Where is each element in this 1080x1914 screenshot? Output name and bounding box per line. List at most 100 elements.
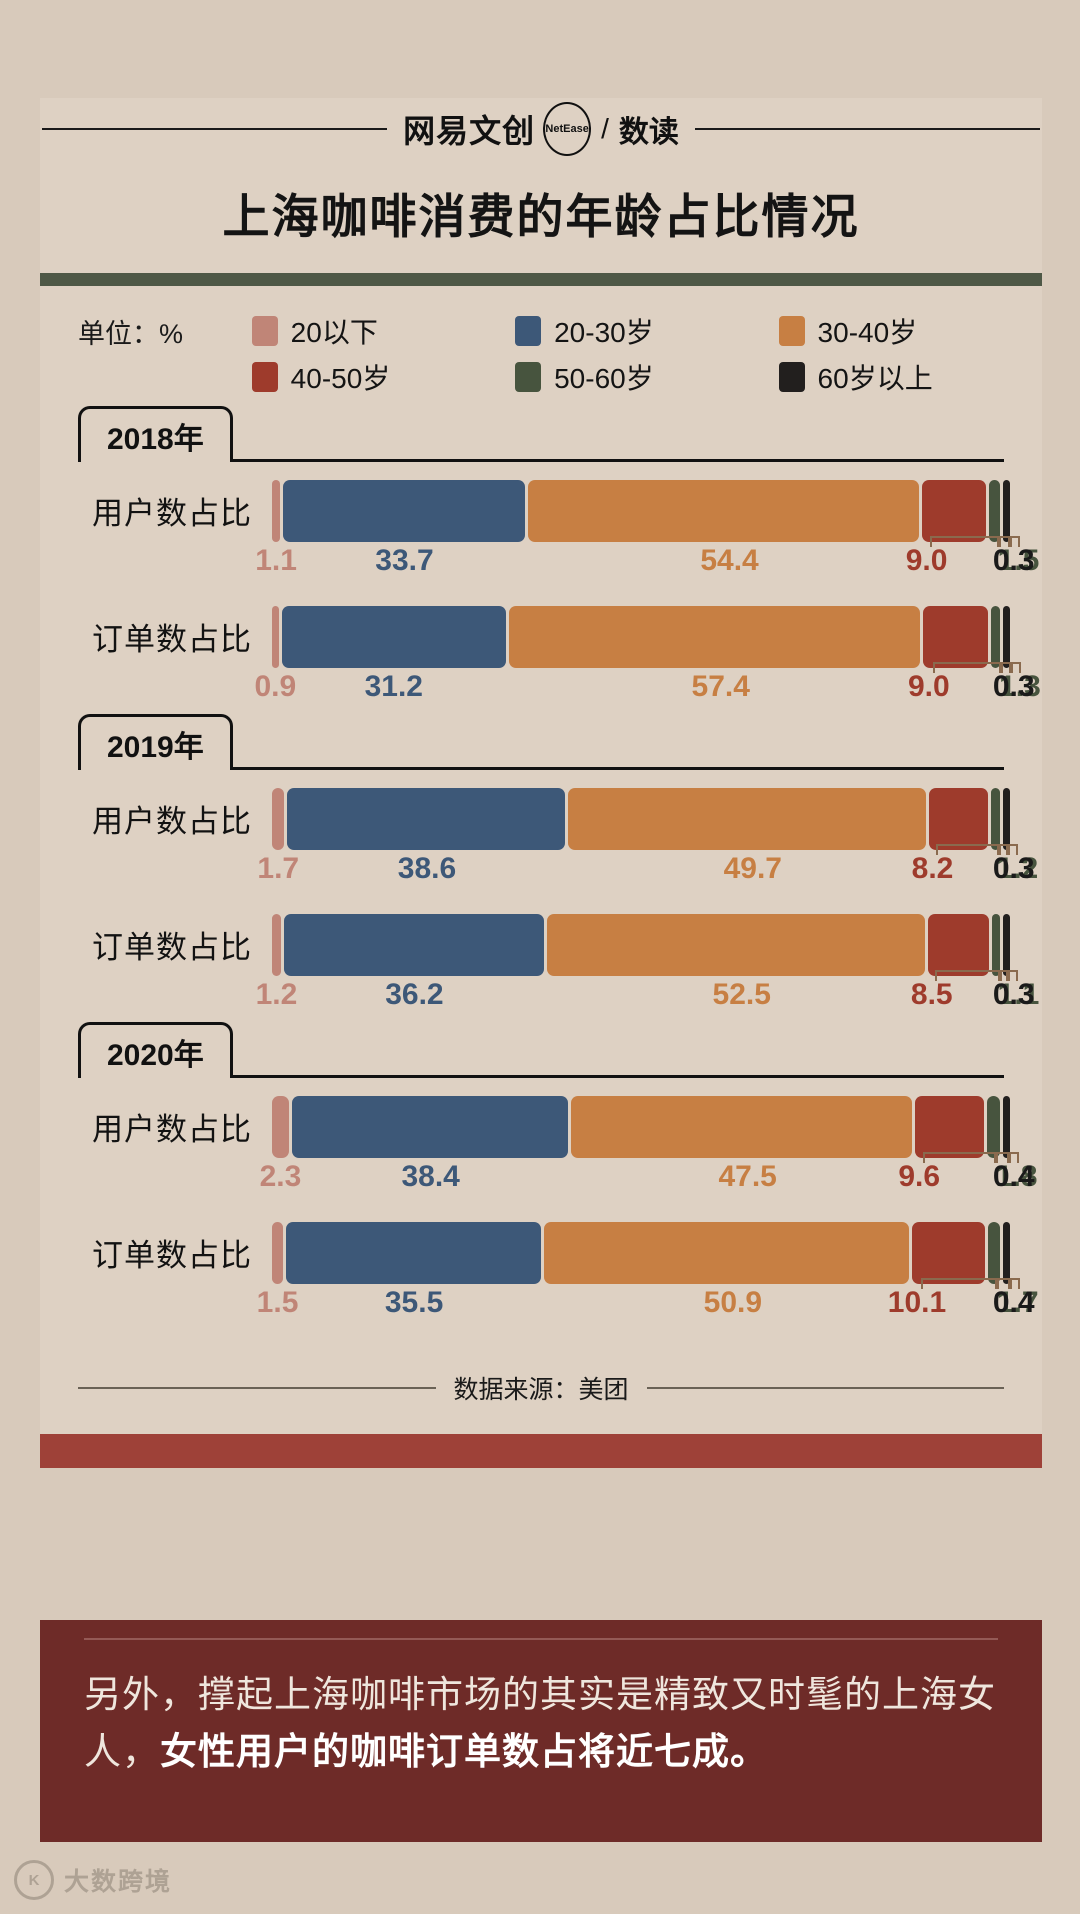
bar-segment[interactable] [1003, 480, 1010, 542]
bar-segment[interactable] [921, 480, 987, 542]
bar-segment[interactable] [1003, 788, 1010, 850]
bar-segment[interactable] [282, 480, 525, 542]
bar-segment[interactable] [285, 1222, 541, 1284]
value-bracket-icon [996, 536, 1012, 547]
bar-segment[interactable] [989, 480, 1000, 542]
brand-header: 网易文创 NetEase / 数读 [40, 98, 1042, 160]
year-tab[interactable]: 2018年 [78, 406, 233, 462]
bar-row: 用户数占比 1.1 33.7 54.4 9.0 1.5 0.3 [40, 462, 1042, 588]
bar-segment[interactable] [1003, 606, 1010, 668]
value-labels: 2.3 38.4 47.5 9.6 1.8 0.4 [260, 1152, 1038, 1204]
watermark: K 大数跨境 [14, 1860, 172, 1900]
stacked-bar [272, 606, 1010, 668]
bar-value-label: 36.2 [385, 978, 444, 1011]
bar-segment[interactable] [1003, 914, 1011, 976]
bar-segment[interactable] [272, 914, 281, 976]
bar-row-label: 订单数占比 [92, 622, 252, 657]
bar-value-label: 9.0 [905, 544, 948, 577]
bar-segment[interactable] [287, 788, 566, 850]
value-bracket-icon [922, 1152, 998, 1163]
legend-swatch-icon [515, 362, 542, 392]
stacked-bar [272, 1222, 1010, 1284]
bar-row-label: 用户数占比 [92, 496, 252, 531]
value-bracket-icon [993, 1152, 1012, 1163]
legend-item-20-30[interactable]: 20-30岁 [515, 311, 778, 351]
bar-segment[interactable] [282, 606, 506, 668]
bar-segment[interactable] [543, 1222, 910, 1284]
year-header: 2020年 [40, 1022, 1042, 1078]
banner-divider [84, 1638, 998, 1640]
bar-value-label: 1.2 [996, 852, 1039, 885]
bar-segment[interactable] [272, 1096, 289, 1158]
year-group: 2020年 用户数占比 2.3 38.4 47.5 9.6 1.8 0.4 订单数占比 1.5 35… [40, 1022, 1042, 1330]
chart-groups: 2018年 用户数占比 1.1 33.7 54.4 9.0 1.5 0.3 订单数占比 0.9 31… [40, 406, 1042, 1330]
value-bracket-icon [1006, 970, 1019, 981]
legend-row-1: 单位：% 20以下 20-30岁 30-40岁 [40, 308, 1042, 354]
value-bracket-icon [935, 970, 1003, 981]
bar-segment[interactable] [272, 1222, 283, 1284]
bar-segment[interactable] [1003, 1096, 1010, 1158]
bar-value-label: 0.4 [992, 1286, 1035, 1319]
bar-segment[interactable] [570, 1096, 913, 1158]
stacked-bar [272, 480, 1010, 542]
bar-value-label: 52.5 [712, 978, 771, 1011]
bar-segment[interactable] [929, 788, 989, 850]
legend-item-30-40[interactable]: 30-40岁 [778, 311, 1042, 351]
bar-segment[interactable] [915, 1096, 985, 1158]
bar-segment[interactable] [927, 914, 990, 976]
brand-subname-cn: 数读 [618, 116, 679, 149]
legend-label: 30-40岁 [817, 317, 918, 348]
bar-segment[interactable] [991, 788, 1000, 850]
bar-value-label: 1.1 [997, 978, 1040, 1011]
year-tab[interactable]: 2019年 [78, 714, 233, 770]
legend-item-20-under[interactable]: 20以下 [251, 311, 515, 351]
value-bracket-icon [996, 844, 1010, 855]
bar-value-label: 50.9 [703, 1286, 763, 1319]
source-rule-left [78, 1387, 436, 1389]
bar-value-label: 35.5 [384, 1286, 444, 1319]
bar-value-label: 0.3 [992, 852, 1035, 885]
year-group: 2019年 用户数占比 1.7 38.6 49.7 8.2 1.2 0.3 订单数占比 1.2 36… [40, 714, 1042, 1022]
bar-segment[interactable] [912, 1222, 985, 1284]
legend-item-40-50[interactable]: 40-50岁 [251, 357, 515, 397]
bar-segment[interactable] [291, 1096, 568, 1158]
bar-segment[interactable] [527, 480, 919, 542]
bar-segment[interactable] [272, 788, 285, 850]
year-tab[interactable]: 2020年 [78, 1022, 233, 1078]
bar-segment[interactable] [547, 914, 925, 976]
bar-segment[interactable] [568, 788, 927, 850]
bar-row-label: 订单数占比 [92, 1238, 252, 1273]
bar-value-label: 2.3 [259, 1160, 302, 1193]
year-header: 2018年 [40, 406, 1042, 462]
value-labels: 0.9 31.2 57.4 9.0 1.3 0.3 [254, 662, 1041, 714]
bar-segment[interactable] [987, 1222, 1000, 1284]
value-labels: 1.7 38.6 49.7 8.2 1.2 0.3 [257, 844, 1038, 896]
stacked-bar [272, 788, 1010, 850]
source-note: 数据来源：美团 [40, 1330, 1042, 1434]
value-bracket-icon [1007, 1278, 1020, 1289]
bar-value-label: 8.5 [910, 978, 953, 1011]
bar-value-label: 1.7 [257, 852, 300, 885]
bar-segment[interactable] [992, 914, 1001, 976]
value-bracket-icon [920, 1278, 1000, 1289]
value-bracket-icon [1005, 844, 1018, 855]
value-bracket-icon [998, 662, 1013, 673]
bar-segment[interactable] [987, 1096, 1000, 1158]
legend-swatch-icon [251, 316, 278, 346]
bar-segment[interactable] [1002, 1222, 1010, 1284]
bar-segment[interactable] [283, 914, 545, 976]
legend-label: 20以下 [290, 317, 378, 348]
bar-segment[interactable] [272, 606, 279, 668]
bar-value-label: 10.1 [887, 1286, 947, 1319]
stacked-bar [272, 1096, 1010, 1158]
banner-text-bold: 女性用户的咖啡订单数占将近七成。 [160, 1731, 768, 1773]
legend-label: 50-60岁 [554, 363, 654, 394]
banner-text-plain: 另外，撑起上海咖啡市场的其实是精致又时髦的上海女人， [84, 1674, 996, 1773]
bar-segment[interactable] [990, 606, 1000, 668]
legend-item-50-60[interactable]: 50-60岁 [515, 357, 778, 397]
legend-item-60-over[interactable]: 60岁以上 [778, 357, 1042, 397]
bar-segment[interactable] [508, 606, 921, 668]
bar-row: 订单数占比 0.9 31.2 57.4 9.0 1.3 0.3 [40, 588, 1042, 714]
bar-segment[interactable] [272, 480, 280, 542]
bar-segment[interactable] [923, 606, 988, 668]
